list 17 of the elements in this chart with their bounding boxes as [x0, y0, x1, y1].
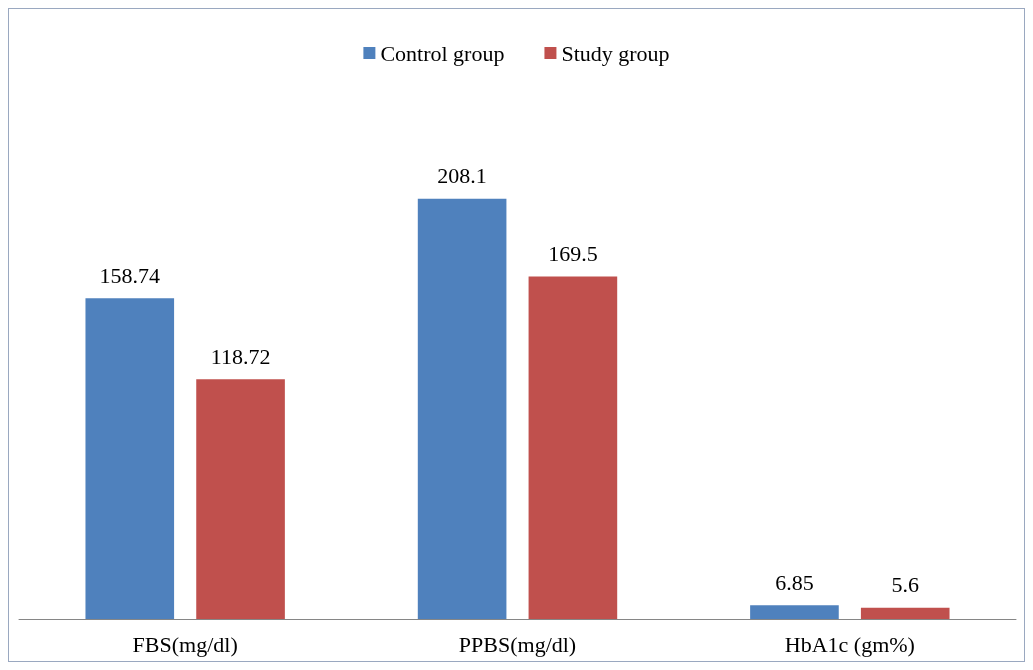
data-label: 158.74 [99, 262, 161, 288]
bar [860, 607, 950, 619]
bar [750, 605, 839, 619]
legend-label: Study group [561, 40, 670, 66]
data-label: 208.1 [437, 163, 487, 189]
bar [417, 198, 507, 619]
bar [528, 276, 618, 619]
bar [85, 298, 175, 619]
x-tick-label: HbA1c (gm%) [784, 631, 915, 657]
data-label: 5.6 [891, 572, 919, 598]
legend-label: Control group [380, 40, 505, 66]
data-label: 6.85 [775, 569, 814, 595]
data-label: 169.5 [548, 241, 598, 267]
data-label: 118.72 [210, 343, 271, 369]
bar [196, 379, 285, 619]
x-tick-label: FBS(mg/dl) [132, 631, 238, 657]
x-tick-label: PPBS(mg/dl) [458, 631, 577, 657]
